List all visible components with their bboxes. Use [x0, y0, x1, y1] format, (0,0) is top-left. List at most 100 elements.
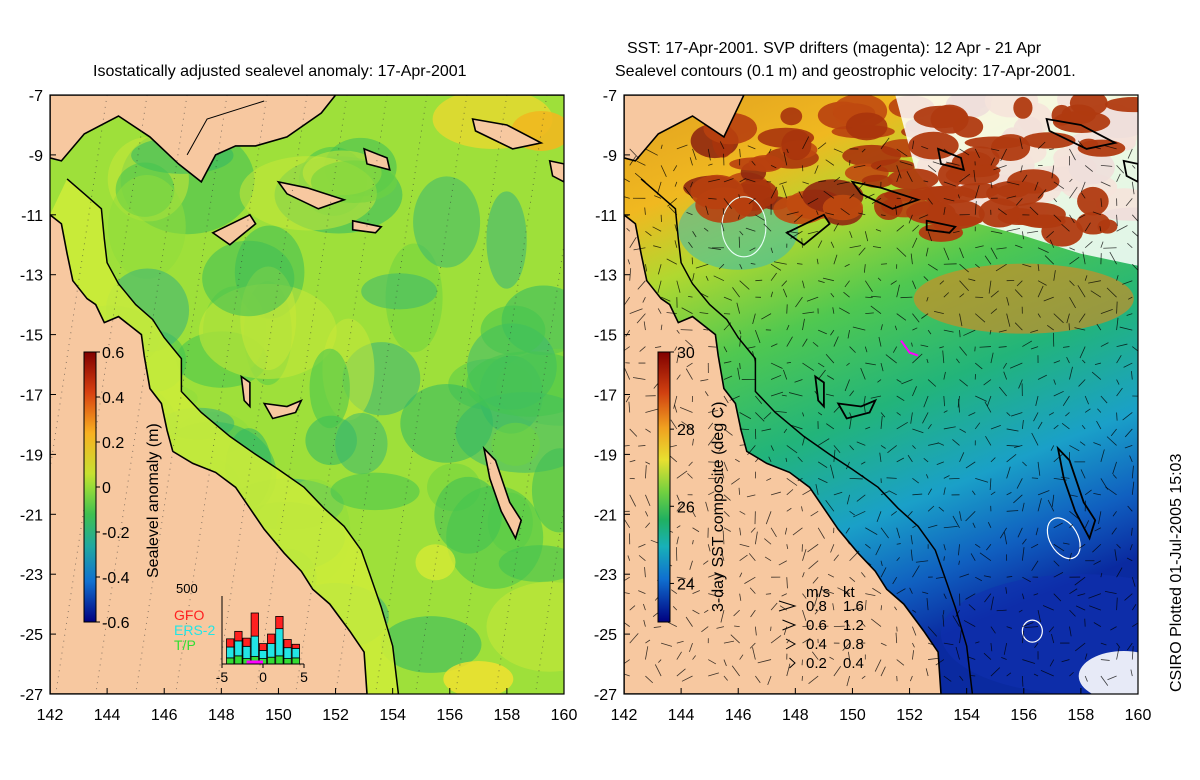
drifter-track: [900, 340, 919, 357]
velocity-arrow: [927, 263, 938, 271]
velocity-arrow: [996, 247, 1007, 250]
velocity-arrow: [1061, 422, 1070, 430]
velocity-arrow: [1107, 675, 1117, 681]
island: [351, 219, 383, 234]
velocity-arrow: [676, 576, 686, 579]
velocity-arrow: [747, 145, 756, 150]
velocity-arrow: [818, 329, 827, 335]
velocity-arrow: [880, 491, 889, 496]
velocity-arrow: [1116, 317, 1119, 331]
right-map-title-line1: SST: 17-Apr-2001. SVP drifters (magenta)…: [627, 40, 1042, 57]
anomaly-patch: [330, 472, 420, 511]
velocity-arrow: [679, 407, 693, 413]
velocity-arrow: [880, 214, 886, 217]
velocity-arrow: [1033, 673, 1039, 677]
high-anomaly-south: [443, 661, 514, 694]
velocity-arrow: [624, 445, 630, 447]
colorbar-tick-label: 28: [677, 422, 695, 439]
velocity-arrow: [910, 412, 913, 424]
velocity-arrow: [860, 461, 866, 465]
velocity-arrow: [999, 527, 1007, 539]
velocity-arrow: [802, 610, 807, 621]
velocity-arrow: [708, 197, 717, 200]
velocity-arrow: [817, 412, 823, 416]
velocity-arrow: [915, 560, 929, 563]
island: [211, 213, 257, 246]
anomaly-patch: [108, 175, 186, 279]
velocity-arrow: [745, 178, 756, 183]
velocity-arrow: [890, 280, 897, 285]
velocity-arrow: [912, 428, 924, 434]
velocity-arrow: [880, 605, 883, 611]
velocity-arrow: [942, 614, 945, 627]
velocity-arrow: [770, 165, 777, 169]
velocity-arrow: [1131, 370, 1133, 380]
velocity-arrow: [770, 362, 783, 369]
velocity-arrow: [708, 409, 719, 413]
velocity-arrow: [1006, 626, 1012, 629]
velocity-arrow: [802, 549, 807, 561]
velocity-arrow: [1112, 474, 1117, 479]
velocity-arrow: [890, 510, 897, 516]
velocity-arrow: [723, 494, 731, 501]
hot-pixels: [861, 174, 893, 188]
velocity-arrow: [1127, 148, 1133, 159]
velocity-arrow: [910, 549, 913, 561]
australia-land: [50, 213, 368, 694]
right-y-tick-label: -15: [594, 328, 617, 345]
velocity-arrow: [1069, 510, 1080, 520]
velocity-arrow: [1053, 390, 1064, 397]
velocity-arrow: [739, 572, 743, 578]
velocity-arrow: [713, 275, 725, 282]
velocity-arrow: [1131, 465, 1134, 479]
velocity-arrow: [998, 386, 1007, 397]
velocity-arrow: [990, 424, 1001, 430]
histogram-bar: [226, 646, 235, 659]
velocity-arrow: [1014, 445, 1023, 449]
altimeter-track: [375, 95, 468, 694]
island: [548, 159, 564, 183]
velocity-arrow: [1131, 481, 1135, 495]
velocity-arrow: [1100, 342, 1109, 347]
hot-pixels: [1013, 96, 1033, 119]
velocity-arrow: [1022, 622, 1034, 627]
velocity-arrow: [990, 667, 1001, 677]
velocity-arrow: [781, 593, 787, 597]
velocity-arrow: [708, 461, 721, 463]
velocity-arrow: [1116, 214, 1118, 226]
anomaly-patch: [531, 448, 564, 533]
velocity-arrow: [629, 428, 638, 437]
velocity-arrow: [745, 227, 756, 232]
velocity-arrow: [1100, 675, 1109, 686]
velocity-arrow: [688, 461, 693, 467]
velocity-arrow: [1053, 360, 1061, 364]
velocity-arrow: [1029, 206, 1039, 216]
velocity-arrow: [692, 527, 700, 533]
velocity-arrow: [690, 181, 693, 188]
velocity-arrow: [784, 527, 788, 535]
velocity-arrow: [692, 590, 700, 595]
high-anomaly-mid: [415, 544, 456, 581]
velocity-legend-kt-value: 0.4: [843, 655, 864, 672]
velocity-arrow: [922, 591, 929, 595]
velocity-arrow: [829, 656, 835, 660]
velocity-arrow: [643, 321, 646, 331]
velocity-arrow: [923, 276, 929, 281]
velocity-arrow: [974, 148, 980, 159]
right-y-tick-label: -19: [594, 447, 617, 464]
velocity-arrow: [987, 522, 992, 528]
velocity-arrow: [1104, 145, 1117, 150]
velocity-arrow: [718, 445, 725, 452]
velocity-arrow: [921, 313, 929, 319]
velocity-arrow: [943, 556, 945, 561]
velocity-arrow: [1077, 285, 1086, 298]
velocity-arrow: [1062, 542, 1070, 545]
velocity-arrow: [956, 358, 960, 364]
velocity-arrow: [908, 214, 913, 224]
velocity-arrow: [1100, 572, 1103, 578]
velocity-arrow: [943, 544, 946, 551]
velocity-arrow: [959, 573, 970, 578]
histogram-tick-label: 0: [259, 669, 267, 685]
velocity-arrow: [838, 307, 850, 314]
velocity-arrow: [692, 655, 696, 660]
